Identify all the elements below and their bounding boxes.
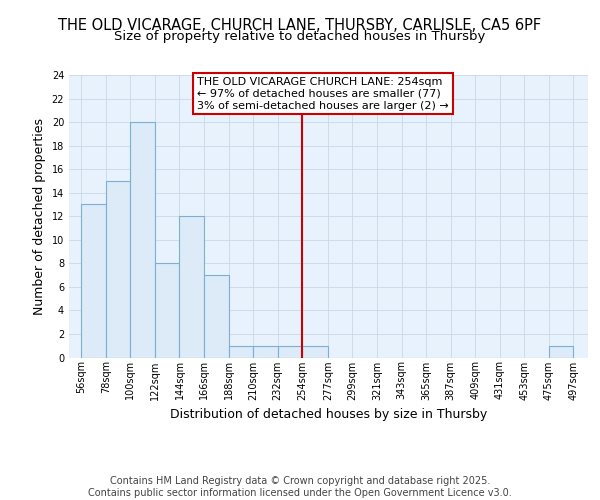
Text: Contains HM Land Registry data © Crown copyright and database right 2025.
Contai: Contains HM Land Registry data © Crown c… [88, 476, 512, 498]
X-axis label: Distribution of detached houses by size in Thursby: Distribution of detached houses by size … [170, 408, 487, 421]
Text: THE OLD VICARAGE CHURCH LANE: 254sqm
← 97% of detached houses are smaller (77)
3: THE OLD VICARAGE CHURCH LANE: 254sqm ← 9… [197, 78, 449, 110]
Bar [302, 346, 328, 358]
Y-axis label: Number of detached properties: Number of detached properties [33, 118, 46, 315]
Bar [229, 346, 253, 358]
Text: THE OLD VICARAGE, CHURCH LANE, THURSBY, CARLISLE, CA5 6PF: THE OLD VICARAGE, CHURCH LANE, THURSBY, … [58, 18, 542, 32]
Bar [130, 122, 155, 358]
Bar [179, 216, 204, 358]
Bar [106, 181, 130, 358]
Bar [549, 346, 574, 358]
Bar [204, 275, 229, 357]
Bar [155, 264, 179, 358]
Text: Size of property relative to detached houses in Thursby: Size of property relative to detached ho… [115, 30, 485, 43]
Bar [253, 346, 278, 358]
Bar [81, 204, 106, 358]
Bar [278, 346, 302, 358]
